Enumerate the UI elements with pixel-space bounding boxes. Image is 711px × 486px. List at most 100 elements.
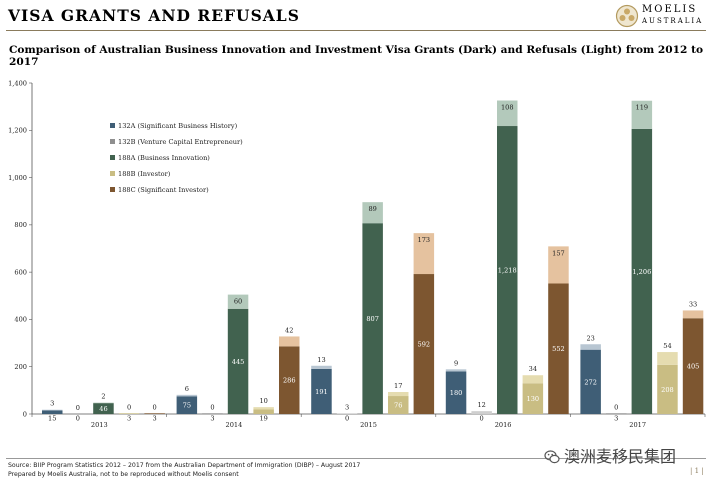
legend-label: 188B (Investor): [118, 170, 171, 178]
x-tick-label: 2017: [629, 421, 646, 429]
grant-data-label: 807: [366, 315, 379, 323]
refusal-data-label: 2: [101, 393, 105, 401]
legend-swatch-4: [110, 171, 115, 176]
grant-data-label: 75: [183, 402, 191, 410]
refusal-data-label: 34: [529, 365, 537, 373]
grant-bar-2017-2: [606, 413, 627, 414]
grant-bar-2014-3: [227, 308, 249, 414]
refusal-bar-2014-3: [227, 294, 249, 309]
grant-data-label: 405: [687, 363, 700, 371]
logo-subtitle: AUSTRALIA: [642, 17, 704, 25]
y-tick-label: 1,200: [8, 127, 27, 135]
refusal-data-label: 10: [259, 397, 267, 405]
grant-bar-2016-1: [445, 371, 467, 414]
refusal-bar-2015-4: [388, 392, 409, 397]
y-tick-label: 1,400: [8, 79, 27, 87]
grant-bar-2017-1: [580, 349, 601, 414]
refusal-data-label: 60: [234, 298, 242, 306]
grant-bar-2016-5: [548, 283, 569, 414]
moelis-emblem-icon: [615, 4, 639, 28]
refusal-bar-2015-2: [336, 413, 358, 414]
refusal-data-label: 0: [614, 403, 618, 411]
grant-bar-2015-4: [388, 396, 409, 414]
refusal-data-label: 33: [689, 300, 697, 308]
footer-prepared: Prepared by Moelis Australia, not to be …: [8, 471, 239, 478]
grant-data-label: 3: [210, 415, 214, 423]
grant-bar-2017-3: [631, 128, 653, 415]
legend-swatch-1: [110, 123, 115, 128]
refusal-data-label: 3: [50, 400, 54, 408]
y-tick-label: 1,000: [8, 174, 27, 182]
page-title: VISA GRANTS AND REFUSALS: [8, 6, 300, 25]
grant-bar-2014-5: [279, 346, 300, 414]
refusal-data-label: 23: [586, 334, 594, 342]
refusal-bar-2016-3: [497, 100, 518, 127]
legend-label: 188A (Business Innovation): [118, 154, 210, 162]
y-tick-label: 0: [23, 410, 27, 418]
x-tick-label: 2015: [360, 421, 377, 429]
wechat-icon: [544, 450, 560, 464]
footer-divider: [6, 458, 706, 459]
x-tick-label: 2013: [91, 421, 108, 429]
refusal-data-label: 42: [285, 326, 293, 334]
refusal-bar-2014-4: [253, 407, 274, 410]
refusal-data-label: 6: [185, 385, 189, 393]
grant-data-label: 552: [552, 345, 565, 353]
refusal-bar-2015-1: [311, 365, 332, 369]
grant-data-label: 208: [661, 386, 674, 394]
grant-bar-2013-3: [93, 403, 114, 414]
grant-bar-2017-4: [657, 364, 678, 414]
grant-data-label: 445: [232, 358, 245, 366]
grant-bar-2014-4: [253, 409, 274, 414]
y-tick-label: 600: [14, 268, 27, 276]
grant-bar-2016-3: [497, 126, 518, 414]
moelis-logo: MOELIS AUSTRALIA: [615, 4, 707, 28]
grant-data-label: 0: [76, 415, 80, 423]
refusal-data-label: 0: [153, 403, 157, 411]
grant-data-label: 76: [394, 402, 402, 410]
grant-data-label: 3: [153, 415, 157, 423]
refusal-data-label: 0: [210, 403, 214, 411]
grant-bar-2014-1: [176, 396, 198, 414]
refusal-data-label: 89: [368, 205, 376, 213]
refusal-data-label: 157: [552, 249, 565, 257]
chart-title: Comparison of Australian Business Innova…: [9, 44, 704, 68]
refusal-data-label: 54: [663, 342, 671, 350]
refusal-data-label: 12: [477, 401, 485, 409]
legend-label: 132A (Significant Business History): [118, 122, 238, 130]
refusal-bar-2014-1: [176, 394, 198, 397]
refusal-data-label: 9: [454, 359, 458, 367]
refusal-bar-2017-3: [631, 100, 653, 129]
grant-data-label: 46: [99, 405, 107, 413]
grant-data-label: 130: [527, 395, 540, 403]
grant-bar-2013-1: [42, 410, 63, 414]
refusal-data-label: 173: [418, 236, 431, 244]
wechat-watermark: 澳洲麦移民集团: [544, 443, 676, 467]
refusal-bar-2017-1: [580, 344, 601, 350]
grant-data-label: 191: [315, 388, 328, 396]
grant-data-label: 1,206: [632, 268, 651, 276]
refusal-data-label: 108: [501, 103, 514, 111]
refusal-data-label: 119: [636, 104, 649, 112]
refusal-data-label: 17: [394, 382, 402, 390]
grant-data-label: 3: [614, 415, 618, 423]
grant-data-label: 19: [259, 415, 267, 423]
grant-data-label: 286: [283, 377, 296, 385]
x-tick-label: 2014: [226, 421, 243, 429]
y-tick-label: 800: [14, 221, 27, 229]
legend-label: 188C (Significant Investor): [118, 186, 209, 194]
refusal-bar-2016-4: [522, 375, 544, 384]
grant-bar-2013-4: [118, 413, 140, 414]
legend-swatch-3: [110, 155, 115, 160]
refusal-bar-2014-5: [279, 336, 300, 347]
y-tick-label: 200: [14, 363, 27, 371]
legend-swatch-5: [110, 187, 115, 192]
grant-data-label: 1,218: [498, 267, 517, 275]
x-tick-label: 2016: [495, 421, 512, 429]
grant-data-label: 272: [584, 378, 597, 386]
header-divider: [6, 30, 706, 31]
refusal-bar-2016-5: [548, 246, 569, 284]
refusal-bar-2017-5: [682, 310, 704, 319]
refusal-data-label: 0: [127, 403, 131, 411]
